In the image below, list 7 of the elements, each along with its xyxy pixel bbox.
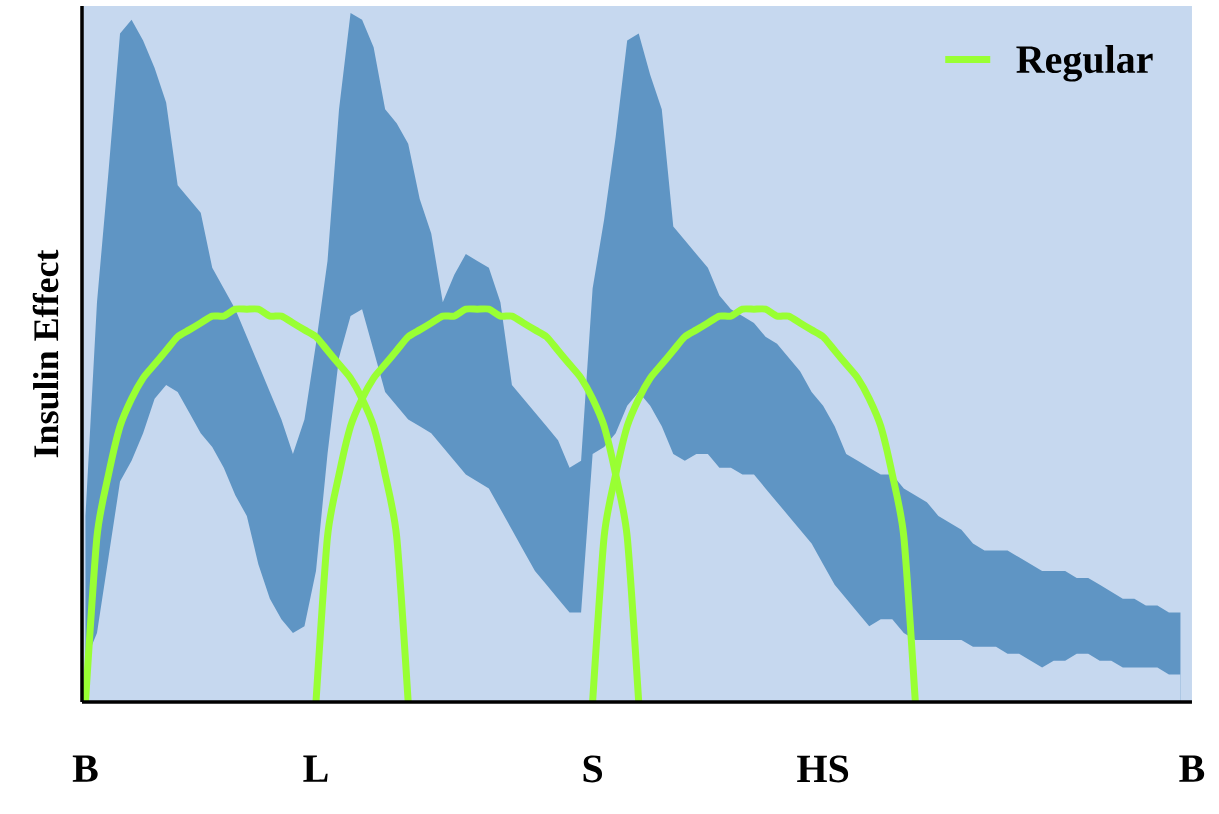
x-tick-label: B <box>1179 755 1205 782</box>
legend-label: Regular <box>1016 44 1153 82</box>
y-axis-title: Insulin Effect <box>32 249 59 458</box>
x-tick-label: HS <box>797 755 849 783</box>
x-tick-label: S <box>583 755 603 783</box>
x-tick-label: L <box>303 755 328 782</box>
x-tick-label: B <box>72 755 98 782</box>
